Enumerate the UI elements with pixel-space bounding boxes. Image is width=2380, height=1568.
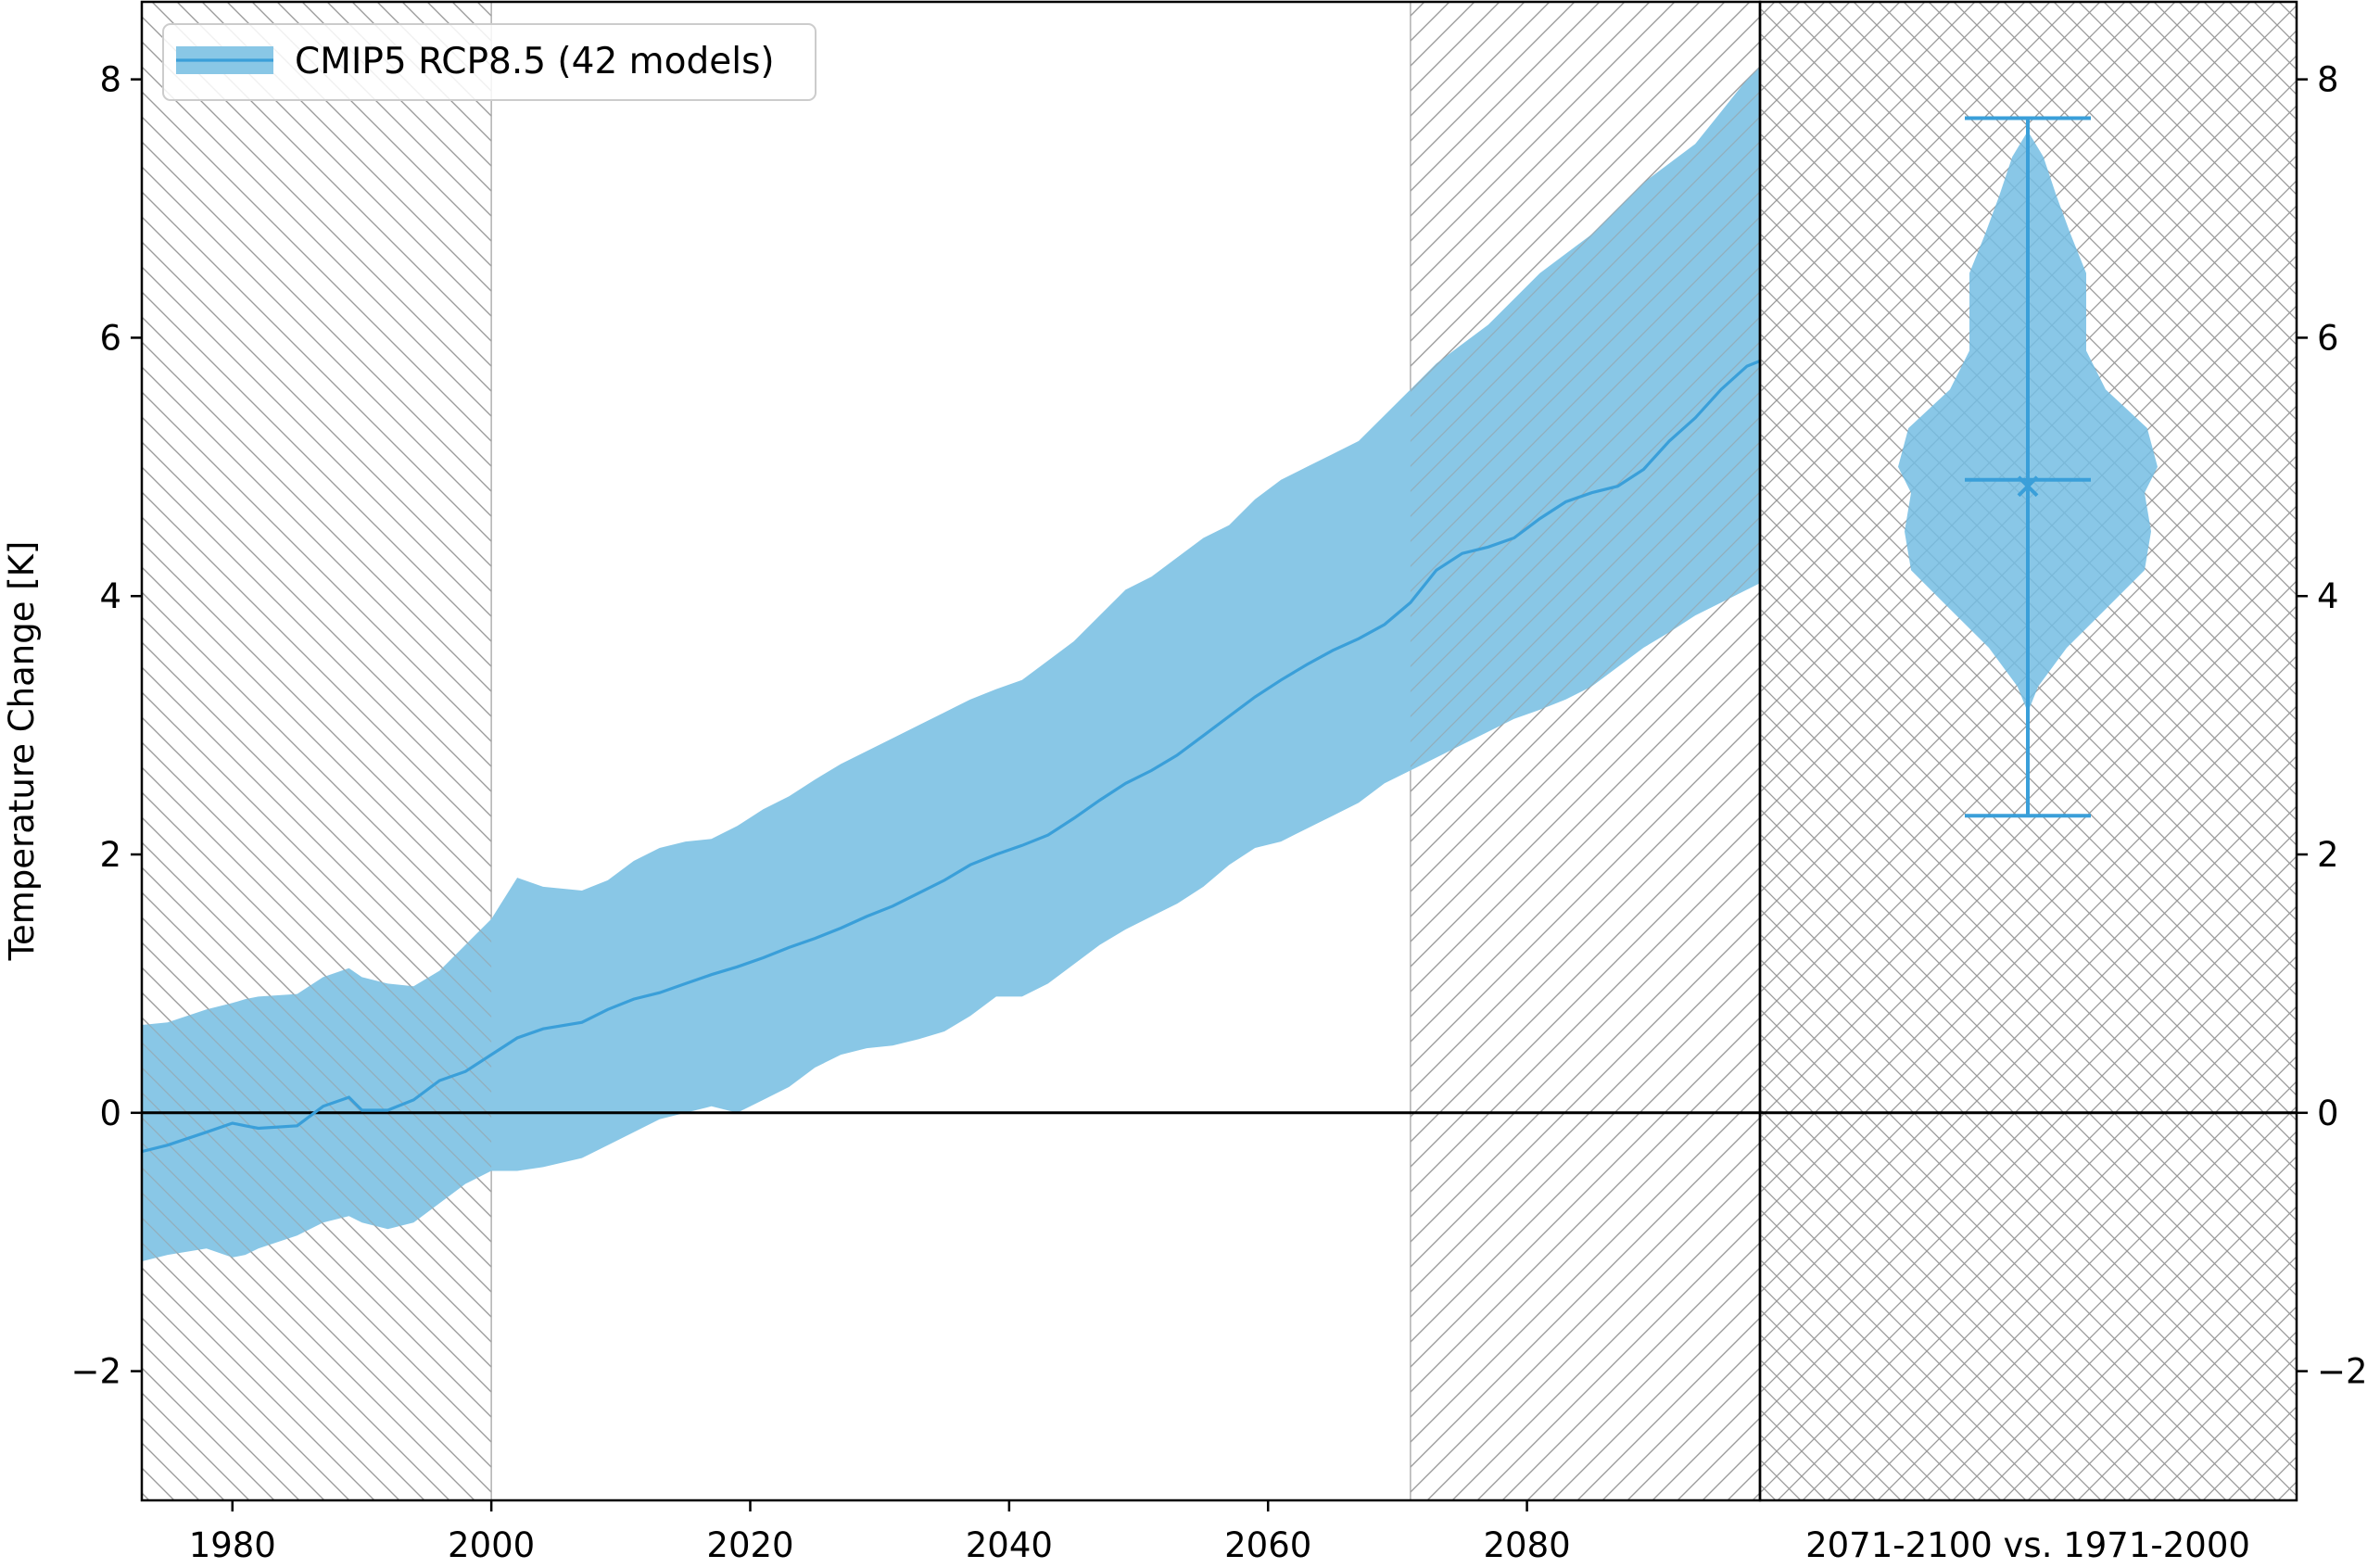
- y-tick-label-left: 4: [99, 576, 121, 616]
- legend-box: [162, 23, 817, 101]
- x-tick-label: 2020: [706, 1525, 793, 1565]
- x-tick-label: 2060: [1224, 1525, 1311, 1565]
- legend-label: CMIP5 RCP8.5 (42 models): [295, 41, 775, 82]
- y-tick-label-right: 0: [2317, 1094, 2339, 1133]
- y-tick-label-left: 2: [99, 835, 121, 875]
- violin-median-marker: [2017, 475, 2039, 498]
- x-tick-label: 1980: [189, 1525, 276, 1565]
- y-axis-label: Temperature Change [K]: [2, 541, 42, 962]
- hatched-period-overlay-1: [1410, 2, 1760, 1500]
- x-tick-label: 2000: [448, 1525, 535, 1565]
- y-tick-label-right: 4: [2317, 576, 2339, 616]
- y-tick-label-right: 6: [2317, 318, 2339, 358]
- y-tick-label-left: 0: [99, 1094, 121, 1133]
- legend: CMIP5 RCP8.5 (42 models): [162, 23, 817, 101]
- y-tick-label-left: 6: [99, 318, 121, 358]
- future-change-violin: [1898, 116, 2158, 818]
- y-tick-label-left: 8: [99, 60, 121, 100]
- model-spread-band: [142, 66, 1760, 1262]
- violin-panel-frame: [1758, 0, 2298, 1502]
- y-tick-label-right: 2: [2317, 835, 2339, 875]
- y-tick-label-right: −2: [2317, 1352, 2368, 1392]
- x-tick-label: 2040: [966, 1525, 1053, 1565]
- violin-x-label: 2071-2100 vs. 1971-2000: [1805, 1525, 2250, 1565]
- x-tick-label: 2080: [1483, 1525, 1570, 1565]
- hatched-period-overlay-0: [142, 2, 492, 1500]
- ensemble-mean-line: [142, 360, 1760, 1154]
- y-tick-label-left: −2: [70, 1352, 121, 1392]
- y-tick-label-right: 8: [2317, 60, 2339, 100]
